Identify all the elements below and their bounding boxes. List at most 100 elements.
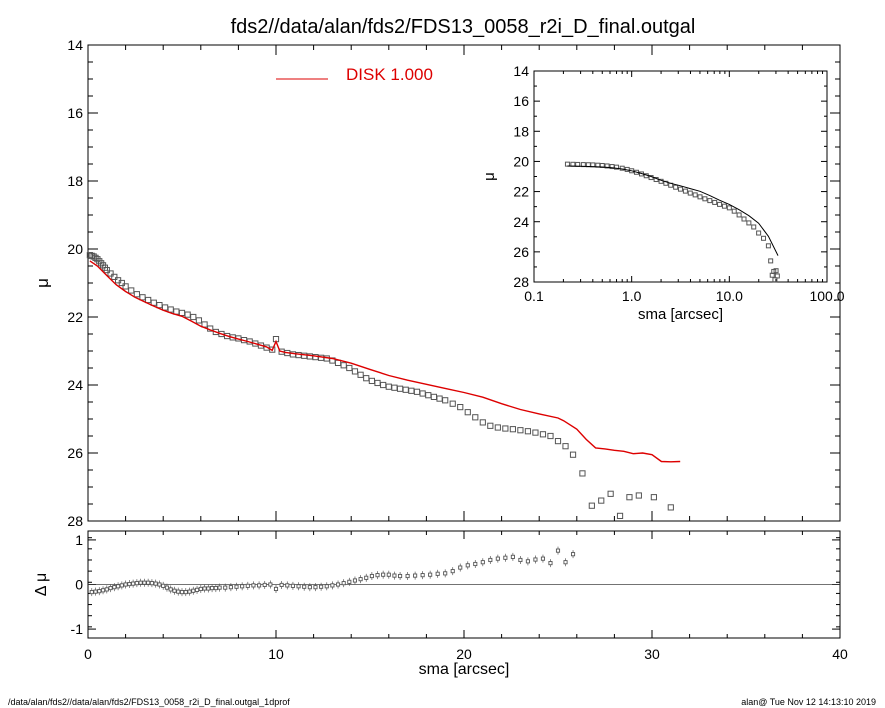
y-tick-label: 26 xyxy=(67,445,83,461)
y-tick-label: 16 xyxy=(513,93,529,109)
residual-point xyxy=(450,569,455,574)
main-profile-plot: 14 16 18 20 22 24 26 28 μ xyxy=(33,37,841,529)
residual-point xyxy=(405,573,410,579)
data-point xyxy=(184,311,191,318)
data-point xyxy=(425,392,432,399)
data-point xyxy=(363,375,370,382)
legend-model-label: DISK 1.000 xyxy=(346,65,433,84)
data-point xyxy=(721,203,727,209)
residual-point xyxy=(187,589,192,594)
data-point xyxy=(547,432,554,440)
data-point xyxy=(524,428,532,435)
residual-point xyxy=(302,584,307,589)
data-point xyxy=(756,230,762,236)
residual-point xyxy=(104,587,109,592)
footer-right: alan@ Tue Nov 12 14:13:10 2019 xyxy=(741,697,876,707)
residual-point xyxy=(262,582,267,587)
data-point xyxy=(122,283,129,290)
residual-point xyxy=(465,563,470,568)
footer-left: /data/alan/fds2//data/alan/fds2/FDS13_00… xyxy=(8,697,290,707)
residual-point xyxy=(555,548,561,553)
residual-point xyxy=(510,554,515,559)
residual-point xyxy=(179,590,185,595)
data-point xyxy=(532,429,539,436)
data-point xyxy=(487,422,494,429)
x-tick-label: 0.1 xyxy=(524,288,544,304)
data-point xyxy=(707,198,713,204)
data-point xyxy=(562,443,569,450)
data-point xyxy=(380,381,387,389)
data-point xyxy=(667,504,674,511)
data-point xyxy=(687,190,693,196)
data-point xyxy=(588,502,595,509)
x-tick-label: 20 xyxy=(456,646,472,662)
plot-frame xyxy=(87,44,841,522)
data-point xyxy=(773,268,779,274)
residual-point xyxy=(116,584,121,589)
data-point xyxy=(111,273,118,280)
inset-log-plot: 0.1 1.0 10.0 100.0 14 16 18 20 22 24 26 28 μ sma [arc… xyxy=(481,63,845,323)
residual-point xyxy=(435,571,440,576)
residual-point xyxy=(525,559,530,564)
data-point xyxy=(607,490,614,497)
data-point xyxy=(765,243,771,249)
data-point xyxy=(103,266,110,274)
model-line xyxy=(89,260,681,463)
residual-point xyxy=(172,588,177,593)
data-point xyxy=(509,426,516,433)
data-point xyxy=(751,224,757,230)
residual-point xyxy=(245,583,250,588)
data-point xyxy=(118,279,125,287)
data-point xyxy=(391,384,398,391)
data-point xyxy=(442,397,449,404)
x-tick-label: 100.0 xyxy=(809,288,844,304)
data-point xyxy=(746,220,752,226)
residual-point xyxy=(488,557,493,563)
data-point xyxy=(178,309,186,317)
residual-point xyxy=(398,573,403,579)
y-tick-label: 20 xyxy=(513,153,529,169)
y-tick-label: 28 xyxy=(67,513,83,529)
data-point xyxy=(374,379,381,387)
residual-point xyxy=(112,585,117,590)
residual-point xyxy=(164,585,170,590)
residual-point xyxy=(563,560,568,565)
data-point xyxy=(616,512,624,519)
y-tick-label: 1 xyxy=(75,532,83,548)
plot-frame xyxy=(533,70,828,283)
data-point xyxy=(107,270,114,277)
data-point xyxy=(449,400,456,407)
data-point xyxy=(554,438,562,445)
y-tick-label: 22 xyxy=(513,184,529,200)
residual-point xyxy=(570,552,576,557)
residual-point xyxy=(428,572,433,577)
x-axis-title: sma [arcsec] xyxy=(419,661,510,678)
x-axis-title: sma [arcsec] xyxy=(638,306,723,323)
residual-point xyxy=(191,588,196,593)
residual-point xyxy=(142,580,147,585)
data-point xyxy=(457,404,464,411)
y-tick-label: 28 xyxy=(513,274,529,290)
data-point xyxy=(682,188,688,194)
data-point xyxy=(635,492,642,499)
data-point xyxy=(702,196,708,202)
data-point xyxy=(517,427,524,434)
data-point xyxy=(396,385,404,392)
data-point xyxy=(88,252,95,259)
data-point xyxy=(768,258,774,264)
data-point xyxy=(650,494,657,501)
data-point xyxy=(604,163,610,169)
residual-point xyxy=(146,580,151,585)
residual-point xyxy=(176,589,181,594)
data-point xyxy=(413,388,421,395)
residual-point xyxy=(257,583,262,588)
y-tick-label: 18 xyxy=(513,123,529,139)
residual-point xyxy=(480,560,485,565)
data-point xyxy=(436,395,443,402)
y-tick-label: 16 xyxy=(67,105,83,121)
data-point xyxy=(712,199,718,205)
residual-point xyxy=(296,584,301,589)
residual-point xyxy=(217,585,222,590)
residual-point xyxy=(313,585,318,590)
residual-point xyxy=(518,557,523,563)
